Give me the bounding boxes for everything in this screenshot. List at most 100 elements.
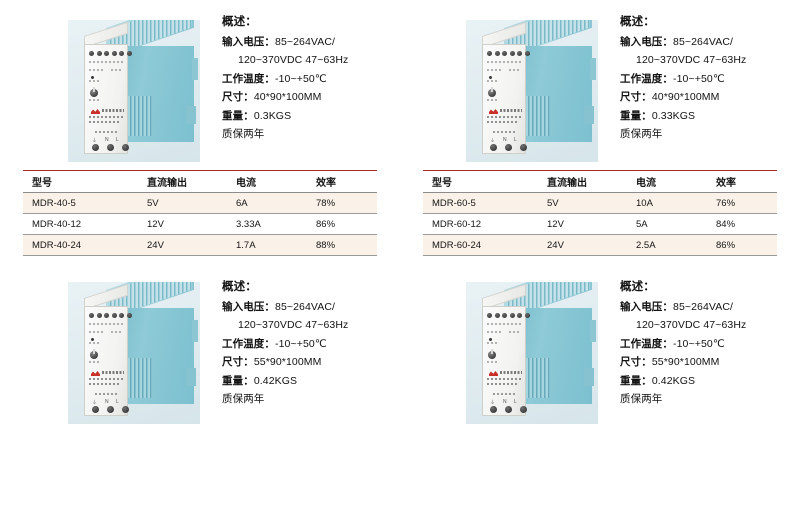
spec-size-label: 尺寸： bbox=[620, 356, 652, 368]
panel-print-line bbox=[89, 80, 99, 82]
product-panel-mdr-60: ⏚ N L 概述： 输入电压：85~264VAC/ 120~370VDC 47~… bbox=[398, 0, 796, 260]
spec-input-voltage-label: 输入电压： bbox=[620, 35, 673, 48]
table-header-row: 型号 直流输出 电流 效率 bbox=[23, 170, 377, 193]
cell-model: MDR-60-12 bbox=[432, 218, 482, 230]
panel-print-line bbox=[89, 342, 99, 344]
neutral-symbol-icon: N bbox=[503, 399, 507, 405]
cell-current: 6A bbox=[236, 197, 248, 209]
table-header-row: 型号 直流输出 电流 效率 bbox=[423, 170, 777, 193]
panel-print-line bbox=[487, 69, 503, 71]
screw-icon bbox=[89, 313, 94, 318]
brand-logo-icon bbox=[489, 371, 498, 376]
spec-input-voltage-label: 输入电压： bbox=[620, 300, 673, 313]
spec-weight-label: 重量： bbox=[222, 109, 254, 122]
spec-temperature-label: 工作温度： bbox=[620, 72, 673, 85]
spec-table-wrap: 型号 直流输出 电流 效率 MDR-60-5 5V 10A 76% MDR-60… bbox=[423, 170, 777, 260]
spec-size-value: 55*90*100MM bbox=[651, 356, 720, 368]
spec-temperature: 工作温度：-10~+50℃ bbox=[620, 70, 796, 89]
neutral-symbol-icon: N bbox=[503, 137, 507, 143]
screw-icon bbox=[92, 144, 99, 151]
spec-weight: 重量：0.33KGS bbox=[620, 107, 796, 126]
spec-weight: 重量：0.42KGS bbox=[222, 372, 398, 391]
screw-icon bbox=[107, 406, 114, 413]
panel-print-line bbox=[487, 361, 499, 363]
spec-temperature-value: -10~+50℃ bbox=[673, 337, 725, 350]
screw-icon bbox=[89, 51, 94, 56]
rating-print-line bbox=[487, 378, 522, 380]
screw-icon bbox=[107, 144, 114, 151]
heatsink-tab-icon bbox=[186, 368, 196, 386]
cell-current: 10A bbox=[636, 197, 653, 209]
front-panel: ⏚ N L bbox=[482, 306, 530, 416]
screw-icon bbox=[111, 51, 117, 56]
cell-model: MDR-40-24 bbox=[32, 239, 82, 251]
spec-input-voltage-cont: 120~370VDC 47~63Hz bbox=[238, 319, 349, 331]
spec-temperature-label: 工作温度： bbox=[620, 337, 673, 350]
rating-print-line bbox=[95, 131, 119, 133]
line-symbol-icon: L bbox=[116, 137, 119, 143]
panel-upper-area: ⏚ N L 概述： 输入电压：85~264VAC/ 120~370VDC 47~… bbox=[398, 0, 796, 162]
col-header-current: 电流 bbox=[627, 170, 707, 193]
terminal-screws-bottom bbox=[490, 406, 527, 413]
front-panel: ⏚ N L bbox=[84, 306, 132, 416]
cell-model: MDR-40-5 bbox=[32, 197, 76, 209]
screw-icon bbox=[517, 51, 522, 56]
neutral-symbol-icon: N bbox=[105, 399, 109, 405]
spec-input-voltage: 输入电压：85~264VAC/ bbox=[222, 33, 398, 52]
terminal-screws-bottom bbox=[490, 144, 527, 151]
col-header-dc-output: 直流输出 bbox=[538, 170, 627, 193]
panel-upper-area: ⏚ N L 概述： 输入电压：85~264VAC/ 120~370VDC 47~… bbox=[0, 0, 398, 162]
cell-efficiency: 86% bbox=[316, 218, 336, 230]
spec-title: 概述： bbox=[620, 281, 655, 293]
heatsink-tab-icon bbox=[590, 320, 596, 342]
dc-ok-led-icon bbox=[91, 76, 94, 79]
terminal-screws-top bbox=[487, 51, 530, 56]
model-print-line bbox=[102, 109, 124, 112]
cell-efficiency: 84% bbox=[716, 218, 736, 230]
voltage-adjust-knob-icon bbox=[488, 87, 496, 97]
col-header-efficiency: 效率 bbox=[307, 170, 377, 193]
front-panel: ⏚ N L bbox=[482, 44, 530, 154]
panel-print-line bbox=[111, 69, 123, 71]
spec-table-mdr-40: 型号 直流输出 电流 效率 MDR-40-5 5V 6A 78% MDR-40-… bbox=[23, 170, 377, 260]
screw-icon bbox=[119, 51, 124, 56]
terminal-screws-top bbox=[487, 313, 530, 318]
spec-size: 尺寸：55*90*100MM bbox=[620, 353, 796, 372]
brand-logo-icon bbox=[489, 109, 498, 114]
product-panel-mdr-100-a: ⏚ N L 概述： 输入电压：85~264VAC/ 120~370VDC 47~… bbox=[0, 260, 398, 424]
front-panel: ⏚ N L bbox=[84, 44, 132, 154]
screw-icon bbox=[126, 313, 132, 318]
screw-icon bbox=[96, 313, 102, 318]
screw-icon bbox=[490, 144, 497, 151]
spec-temperature: 工作温度：-10~+50℃ bbox=[620, 335, 796, 354]
model-print-line bbox=[500, 371, 522, 374]
rating-print-line bbox=[493, 131, 517, 133]
spec-temperature: 工作温度：-10~+50℃ bbox=[222, 70, 398, 89]
cell-current: 3.33A bbox=[236, 218, 261, 230]
panel-print-line bbox=[487, 331, 503, 333]
spec-text-block: 概述： 输入电压：85~264VAC/ 120~370VDC 47~63Hz 工… bbox=[620, 278, 796, 409]
panel-print-line bbox=[89, 69, 105, 71]
table-row: MDR-40-24 24V 1.7A 88% bbox=[23, 234, 377, 256]
spec-weight: 重量：0.42KGS bbox=[620, 372, 796, 391]
earth-symbol-icon: ⏚ bbox=[490, 138, 496, 144]
spec-temperature-label: 工作温度： bbox=[222, 337, 275, 350]
col-header-efficiency: 效率 bbox=[707, 170, 777, 193]
rating-print-line bbox=[89, 378, 124, 380]
panel-upper-area: ⏚ N L 概述： 输入电压：85~264VAC/ 120~370VDC 47~… bbox=[0, 260, 398, 424]
screw-icon bbox=[524, 313, 530, 318]
spec-warranty: 质保两年 bbox=[620, 128, 663, 140]
panel-upper-area: ⏚ N L 概述： 输入电压：85~264VAC/ 120~370VDC 47~… bbox=[398, 260, 796, 424]
rating-print-line bbox=[487, 116, 522, 118]
product-panel-mdr-40: ⏚ N L 概述： 输入电压：85~264VAC/ 120~370VDC 47~… bbox=[0, 0, 398, 260]
spec-title: 概述： bbox=[222, 281, 257, 293]
cell-model: MDR-60-24 bbox=[432, 239, 482, 251]
cell-current: 1.7A bbox=[236, 239, 256, 251]
spec-size: 尺寸：40*90*100MM bbox=[222, 88, 398, 107]
screw-icon bbox=[122, 144, 129, 151]
table-row: MDR-60-5 5V 10A 76% bbox=[423, 192, 777, 214]
product-photo-mdr-100-b: ⏚ N L bbox=[466, 282, 598, 424]
panel-print-line bbox=[89, 361, 101, 363]
spec-warranty: 质保两年 bbox=[222, 128, 265, 140]
